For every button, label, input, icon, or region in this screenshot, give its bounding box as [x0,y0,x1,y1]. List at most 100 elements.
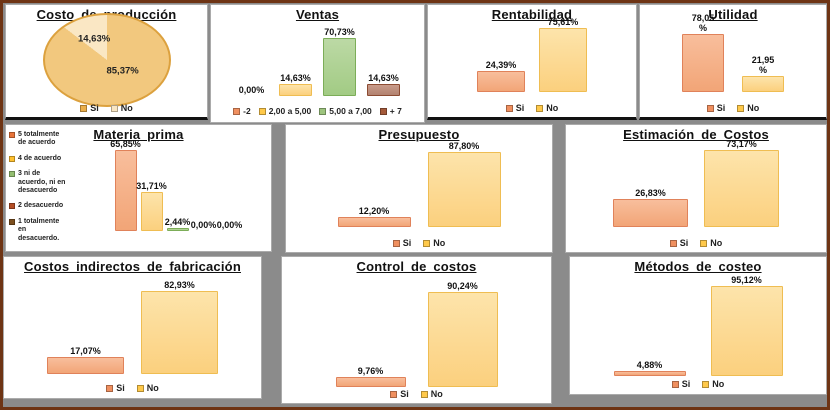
chart-legend: Si No [6,103,207,113]
pie-value-label: 85,37% [106,65,139,77]
legend-item: No [536,103,558,113]
legend-swatch-icon [669,239,677,247]
panel-presupuesto: Presupuesto 12,20% 87,80% Si No [285,124,553,253]
legend-swatch-icon [390,390,398,398]
legend-label: Si [681,379,691,389]
legend-swatch-icon [106,384,114,392]
bar-value-label: 12,20% [358,205,390,216]
legend-item: No [136,383,159,393]
bar-value-label: 9,76% [357,365,384,376]
legend-item: 2 desacuerdo [9,202,63,210]
bar-slot: 78,05 % [682,13,724,92]
legend-label: 1 totalmente en desacuerdo. [18,217,60,242]
pie-value-label: 14,63% [77,33,111,45]
legend-label: No [120,103,133,113]
chart-legend: Si No [4,383,261,393]
legend-item: -2 [233,106,251,116]
legend-swatch-icon [392,239,400,247]
bar-value-label: 78,05 % [691,13,715,33]
bar-slot: 0,00% [235,84,268,96]
bar-chart: 24,39% 75,61% [428,17,636,92]
legend-label: Si [90,103,99,113]
bar-value-label: 87,80% [448,140,480,151]
chart-legend: Si No [566,238,826,248]
bar-chart: 65,85% 31,71% 2,44% 0,00% 0,00% [86,138,269,231]
legend-swatch-icon [110,104,118,112]
bar-chart: 12,20% 87,80% [286,140,552,227]
bar-slot: 14,63% [279,72,312,96]
bar-value-label: 90,24% [447,280,478,291]
legend-item: 1 totalmente en desacuerdo. [9,218,59,243]
legend-swatch-icon [233,107,241,115]
legend-item: + 7 [379,106,402,116]
bar-slot: 31,71% [136,181,167,231]
bar [114,150,137,231]
bar-slot: 4,88% [613,359,686,376]
chart-title: Utilidad [708,7,758,22]
legend-label: No [433,238,446,248]
bar-chart: 9,76% 90,24% [282,280,551,387]
bar-value-label: 14,63% [368,72,399,83]
bar [335,377,406,387]
bar-chart: 0,00% 14,63% 70,73% 14,63% [211,26,424,96]
chart-legend: Si No [570,379,826,389]
panel-utilidad: Utilidad 78,05 % 21,95 % Si No [639,4,827,120]
panel-costos-indirectos-de-fabricacion: Costos indirectos de fabricación 17,07% 8… [3,256,262,399]
bar-slot: 0,00% [216,219,243,231]
legend-label: + 7 [389,106,402,116]
legend-label: No [747,103,760,113]
chart-title: Presupuesto [378,127,460,142]
bar-chart: 26,83% 73,17% [566,139,826,227]
bar-value-label: 26,83% [635,187,666,198]
bar [279,84,312,96]
legend-swatch-icon [136,384,144,392]
bar-value-label: 65,85% [110,138,141,149]
bar [166,228,189,231]
bar-value-label: 0,00% [216,219,243,230]
legend-label: No [546,103,559,113]
chart-title: Control de costos [356,259,477,274]
bar-slot: 2,44% [165,217,190,231]
bar [427,152,501,227]
legend-swatch-icon [706,104,714,112]
panel-ventas: Ventas 0,00% 14,63% 70,73% 14,63% -2 2,00 a … [210,4,425,123]
bar [539,28,587,92]
legend-swatch-icon [9,155,15,162]
bar-value-label: 21,95 % [751,55,775,75]
bar-slot: 87,80% [427,140,501,227]
bar-slot: 17,07% [47,346,124,374]
pie: 85,37% 14,63% [42,13,171,107]
bar-value-label: 4,88% [636,359,663,370]
panel-metodos-de-costeo: Métodos de costeo 4,88% 95,12% Si No [569,256,827,395]
bar [682,34,724,92]
bar [323,38,356,96]
chart-title: Materia prima [93,127,184,142]
legend-swatch-icon [536,104,544,112]
legend-label: No [712,379,725,389]
legend-swatch-icon [702,380,710,388]
pie-chart: 85,37% 14,63% [6,13,207,107]
legend-label: No [430,389,443,399]
legend-swatch-icon [420,390,428,398]
chart-title: Estimación de Costos [623,127,769,142]
bar [742,76,784,92]
bar [140,192,163,231]
legend-swatch-icon [379,107,387,115]
bar-value-label: 0,00% [238,84,265,95]
legend-item: Si [80,103,99,113]
bar [710,286,783,376]
legend-swatch-icon [671,380,679,388]
legend-swatch-icon [423,239,431,247]
legend-swatch-icon [737,104,745,112]
bar-chart: 17,07% 82,93% [4,280,261,374]
bar-value-label: 70,73% [324,26,355,37]
legend-label: Si [515,103,525,113]
legend-item: 4 de acuerdo [9,155,61,163]
bar-value-label: 14,63% [280,72,311,83]
bar-slot: 75,61% [539,17,587,92]
chart-title: Métodos de costeo [634,259,762,274]
legend-item: Si [505,103,525,113]
bar-slot: 9,76% [335,365,406,387]
bar-slot: 12,20% [337,205,411,227]
